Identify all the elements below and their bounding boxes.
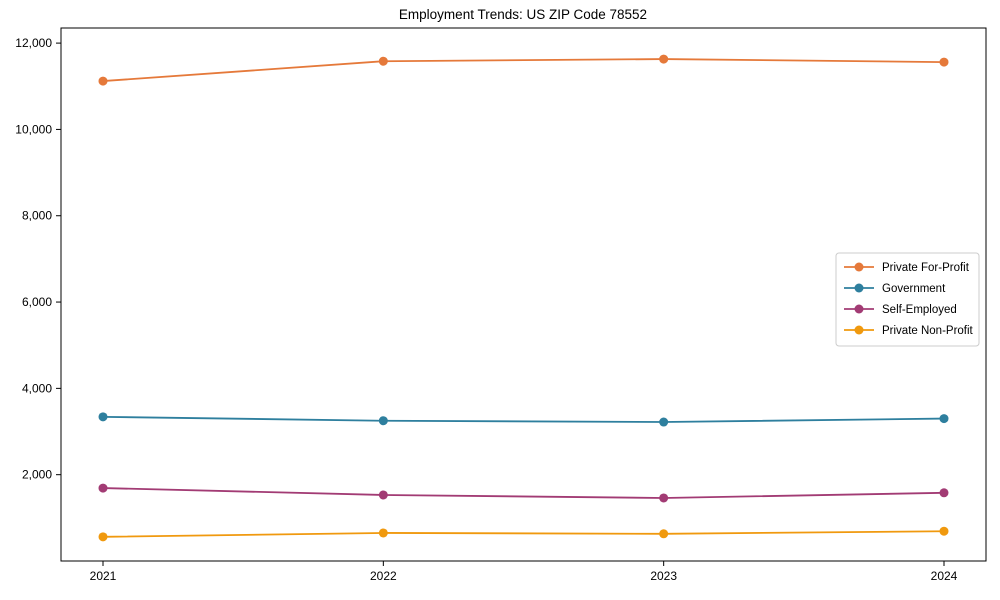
plot-area: 2,000 4,000 6,000 8,000 10,000 12,000 2021 2022… (15, 27, 987, 583)
legend-label: Private For-Profit (882, 262, 970, 274)
legend-label: Self-Employed (882, 304, 957, 316)
y-tick-label: 6,000 (22, 295, 52, 309)
y-tick-label: 10,000 (15, 122, 52, 136)
legend: Private For-Profit Government Self-Employe… (835, 252, 980, 347)
data-point-marker (378, 528, 388, 538)
data-point-marker (98, 532, 108, 542)
x-tick-label: 2022 (370, 569, 397, 583)
y-tick-label: 12,000 (15, 36, 52, 50)
x-tick-label: 2021 (90, 569, 117, 583)
data-point-marker (378, 56, 388, 66)
data-point-marker (659, 493, 669, 503)
legend-label: Government (882, 283, 946, 295)
plot-border (60, 27, 987, 562)
legend-marker (854, 262, 864, 272)
data-point-marker (939, 526, 949, 536)
legend-marker (854, 325, 864, 335)
x-tick-label: 2024 (931, 569, 958, 583)
x-tick-label: 2023 (650, 569, 677, 583)
legend-box (835, 252, 980, 347)
data-point-marker (659, 529, 669, 539)
legend-marker (854, 283, 864, 293)
data-point-marker (98, 76, 108, 86)
data-point-marker (98, 412, 108, 422)
y-tick-label: 8,000 (22, 209, 52, 223)
chart-title: Employment Trends: US ZIP Code 78552 (399, 7, 647, 22)
data-point-marker (378, 416, 388, 426)
y-tick-label: 4,000 (22, 381, 52, 395)
data-point-marker (939, 488, 949, 498)
data-point-marker (939, 57, 949, 67)
series-line (102, 58, 945, 82)
legend-marker (854, 304, 864, 314)
series-line (102, 530, 945, 538)
data-point-marker (98, 483, 108, 493)
series-line (102, 415, 945, 423)
data-point-marker (659, 417, 669, 427)
legend-label: Private Non-Profit (882, 325, 974, 337)
data-point-marker (378, 490, 388, 500)
series-line (102, 487, 945, 499)
data-point-marker (659, 54, 669, 64)
y-tick-label: 2,000 (22, 468, 52, 482)
data-point-marker (939, 414, 949, 424)
